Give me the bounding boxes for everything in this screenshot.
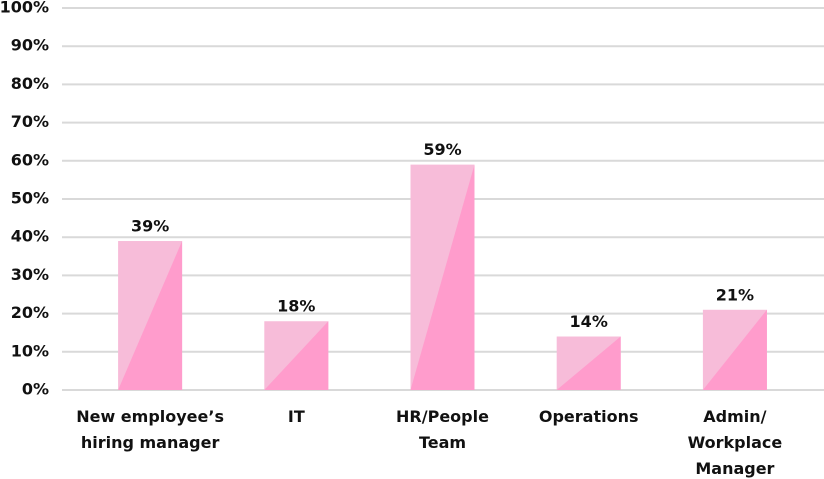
value-label: 14% xyxy=(570,312,608,331)
x-tick-label-line: Team xyxy=(419,433,466,452)
x-tick-label: Operations xyxy=(539,407,639,426)
x-tick-label: HR/People Team xyxy=(396,407,489,452)
x-tick-label-line: New employee’s xyxy=(76,407,224,426)
value-label: 18% xyxy=(277,297,315,316)
bar-shade xyxy=(556,336,621,390)
y-tick-label: 60% xyxy=(11,150,49,169)
value-label: 21% xyxy=(716,285,754,304)
y-tick-label: 50% xyxy=(11,189,49,208)
x-tick-label-line: Admin/ xyxy=(703,407,766,426)
y-tick-label: 70% xyxy=(11,112,49,131)
bar-shade xyxy=(118,241,183,390)
x-tick-label: Admin/Workplace Manager xyxy=(688,407,783,478)
y-tick-label: 40% xyxy=(11,227,49,246)
y-tick-label: 90% xyxy=(11,36,49,55)
value-label: 59% xyxy=(423,140,461,159)
x-tick-label-line: Manager xyxy=(695,459,774,478)
x-tick-label-line: HR/People xyxy=(396,407,489,426)
x-tick-label-line: hiring manager xyxy=(81,433,220,452)
y-tick-label: 0% xyxy=(22,380,49,399)
y-tick-label: 80% xyxy=(11,74,49,93)
y-tick-label: 10% xyxy=(11,341,49,360)
x-tick-label-line: Operations xyxy=(539,407,639,426)
x-tick-label-line: Workplace xyxy=(688,433,783,452)
x-tick-label: IT xyxy=(288,407,305,426)
x-tick-label: New employee’s hiring manager xyxy=(76,407,224,452)
x-tick-label-line: IT xyxy=(288,407,305,426)
bar-shade xyxy=(264,321,329,390)
bar-shade xyxy=(410,164,475,390)
y-tick-label: 30% xyxy=(11,265,49,284)
y-tick-label: 20% xyxy=(11,303,49,322)
bar-shade xyxy=(702,309,767,390)
y-tick-label: 100% xyxy=(0,0,49,17)
value-label: 39% xyxy=(131,217,169,236)
